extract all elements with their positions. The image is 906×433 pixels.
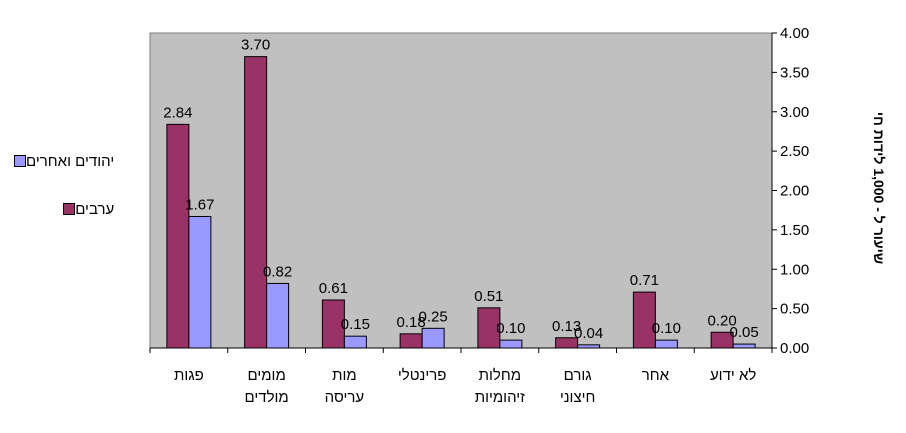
data-label-jews-others-3: 0.25 <box>419 308 448 325</box>
data-label-jews-others-7: 0.05 <box>730 324 759 341</box>
y-tick-label-5: 2.50 <box>780 143 809 160</box>
x-tick-label-4-1: זיהומיות <box>475 389 525 406</box>
data-label-jews-others-2: 0.15 <box>341 316 370 333</box>
data-label-jews-others-6: 0.10 <box>652 320 681 337</box>
x-tick-label-7-0: לא ידוע <box>710 367 756 384</box>
bar-jews-others-4 <box>499 339 523 349</box>
data-label-arabs-1: 3.70 <box>241 37 270 54</box>
bar-jews-others-7 <box>732 343 756 349</box>
legend-label-jews-others: יהודים ואחרים <box>26 152 115 170</box>
x-tick-label-3-0: פרינטלי <box>398 367 447 384</box>
y-tick-label-7: 3.50 <box>780 64 809 81</box>
axes-group: פגות מומים מולדים מות עריסה פרינטלי מחלות זיהומ… <box>149 25 809 406</box>
bar-jews-others-1 <box>266 282 290 349</box>
x-tick-label-1-1: מולדים <box>245 389 289 406</box>
bars-group <box>166 56 756 349</box>
data-label-jews-others-5: 0.04 <box>574 325 603 342</box>
y-tick-label-2: 1.00 <box>780 261 809 278</box>
plot-area <box>149 32 773 349</box>
data-label-arabs-3: 0.18 <box>397 314 426 331</box>
legend-swatch-jews-others <box>14 155 26 167</box>
y-tick-label-0: 0.00 <box>780 340 809 357</box>
x-tick-label-0-0: פגות <box>174 367 204 384</box>
x-tick-label-2-1: עריסה <box>325 389 365 406</box>
legend-swatch-arabs <box>63 203 76 215</box>
y-tick-label-3: 1.50 <box>780 222 809 239</box>
x-tick-label-5-1: חיצוני <box>560 389 596 406</box>
data-labels-group: 2.84 1.67 3.70 0.82 0.61 0.15 0.180.25 0.51 0.10… <box>163 37 758 342</box>
bar-jews-others-3 <box>421 327 445 349</box>
bar-jews-others-2 <box>343 335 367 349</box>
data-label-arabs-0: 2.84 <box>163 104 192 121</box>
data-label-jews-others-0: 1.67 <box>185 196 214 213</box>
y-tick-label-8: 4.00 <box>780 25 809 42</box>
y-axis-title: שיעור ל - 1,000 לידות חי <box>871 112 887 264</box>
x-tick-label-6-0: אחר <box>642 367 670 384</box>
legend: יהודים ואחרים ערבים <box>8 150 114 246</box>
x-tick-label-2-0: מות <box>332 367 357 384</box>
legend-label-arabs: ערבים <box>75 200 115 218</box>
data-label-jews-others-1: 0.82 <box>263 263 292 280</box>
bar-jews-others-6 <box>654 339 678 349</box>
bar-arabs-3 <box>399 333 423 349</box>
y-tick-label-6: 3.00 <box>780 104 809 121</box>
data-label-jews-others-4: 0.10 <box>496 320 525 337</box>
x-tick-label-5-0: גורם <box>564 367 592 384</box>
x-tick-label-1-0: מומים <box>247 367 285 384</box>
y-tick-label-1: 0.50 <box>780 301 809 318</box>
bar-arabs-1 <box>244 56 268 349</box>
data-label-arabs-2: 0.61 <box>319 280 348 297</box>
x-tick-label-4-0: מחלות <box>479 367 521 384</box>
data-label-arabs-5: 0.13 <box>552 318 581 335</box>
y-tick-label-4: 2.00 <box>780 183 809 200</box>
data-label-arabs-6: 0.71 <box>630 272 659 289</box>
data-label-arabs-4: 0.51 <box>474 288 503 305</box>
data-label-arabs-7: 0.20 <box>708 312 737 329</box>
legend-item-jews-others: יהודים ואחרים <box>8 150 114 172</box>
legend-item-arabs: ערבים <box>8 198 114 220</box>
bar-arabs-0 <box>166 123 190 349</box>
bar-jews-others-0 <box>188 215 212 349</box>
